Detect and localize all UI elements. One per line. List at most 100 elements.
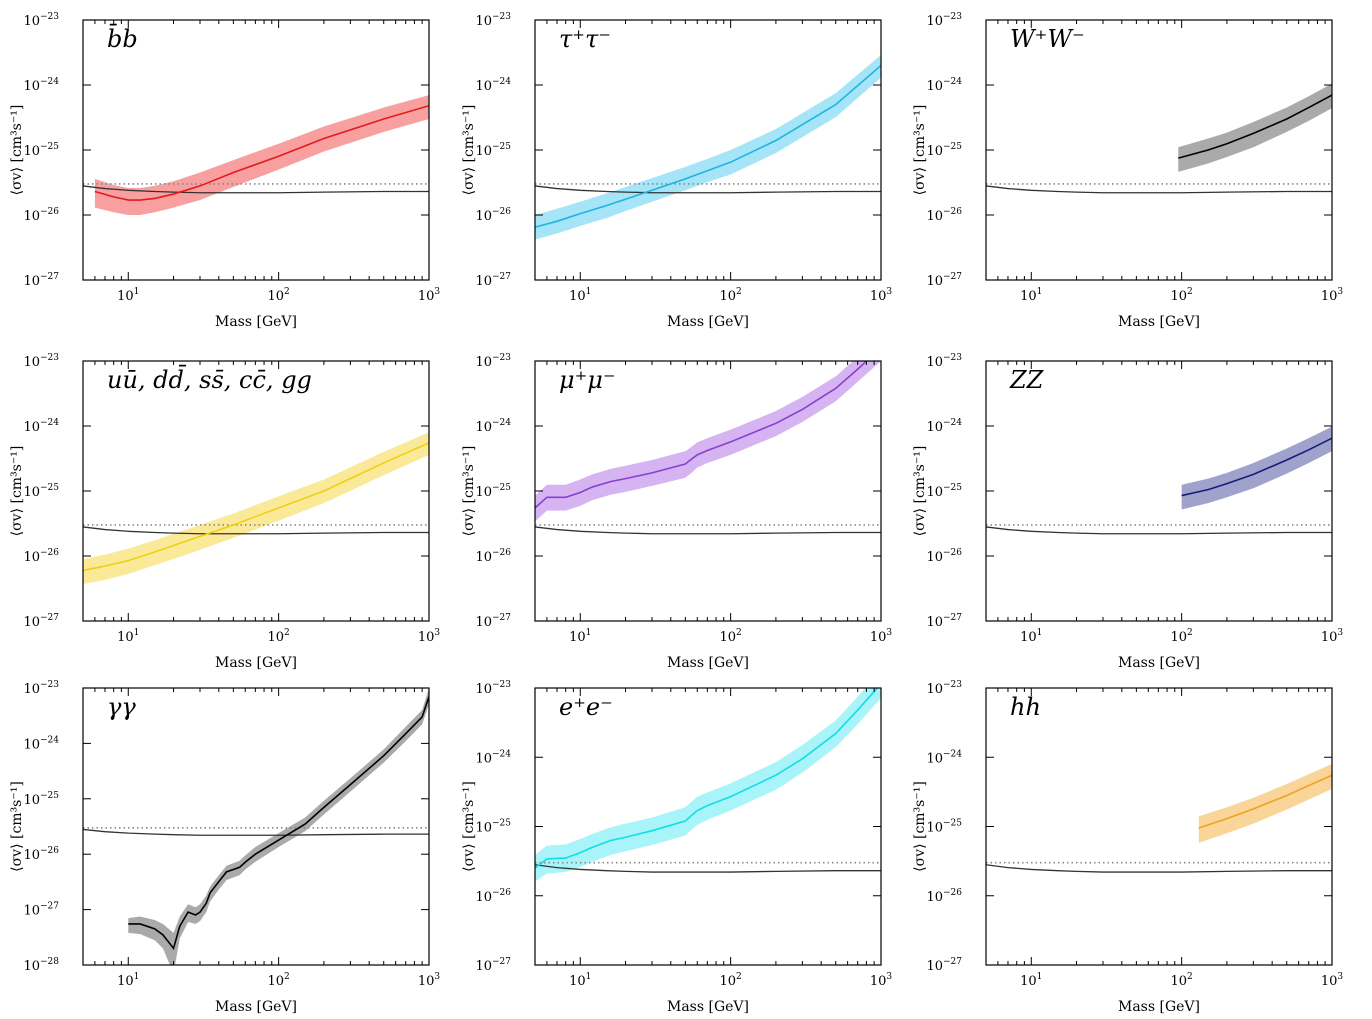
y-tick-label: 10−27 [23,902,59,919]
x-tick-label: 103 [870,628,893,645]
y-tick-label: 10−24 [926,749,962,766]
y-axis-label: ⟨σv⟩ [cm³s⁻¹] [912,446,928,537]
limit-line [535,688,879,869]
confidence-band [535,361,881,522]
plot-frame [985,687,1333,966]
y-tick-label: 10−26 [926,207,962,224]
x-tick-label: 101 [569,287,591,304]
x-axis-label: Mass [GeV] [667,999,749,1015]
y-tick-label: 10−25 [475,819,511,836]
x-tick-label: 102 [719,287,741,304]
x-tick-label: 103 [1321,287,1344,304]
y-axis-label: ⟨σv⟩ [cm³s⁻¹] [912,105,928,196]
y-axis-label: ⟨σv⟩ [cm³s⁻¹] [461,105,477,196]
panel-6: 101 102 103 10−27 10−26 10−25 10−24 10−23 Mass [… [912,353,1343,671]
x-tick-label: 101 [117,628,139,645]
plot-area [535,361,881,535]
plot-frame [534,19,882,281]
x-tick-label: 101 [1020,628,1042,645]
y-tick-label: 10−25 [475,142,511,159]
plot-frame [82,360,430,622]
y-tick-label: 10−23 [475,12,511,29]
y-tick-label: 10−27 [926,613,962,630]
plot-frame [985,19,1333,281]
y-tick-label: 10−24 [926,77,962,94]
y-axis-label: ⟨σv⟩ [cm³s⁻¹] [9,105,25,196]
limit-line [1178,94,1332,159]
x-tick-label: 102 [1170,628,1192,645]
y-tick-label: 10−27 [475,613,511,630]
x-axis-label: Mass [GeV] [667,314,749,330]
thermal-line [986,864,1332,873]
y-tick-label: 10−27 [475,957,511,974]
y-tick-label: 10−25 [926,483,962,500]
y-tick-label: 10−25 [926,142,962,159]
y-tick-label: 10−25 [23,483,59,500]
confidence-band [94,95,429,215]
plot-area [83,95,429,215]
plot-area [535,54,881,240]
y-tick-label: 10−25 [475,483,511,500]
x-tick-label: 101 [1020,287,1042,304]
x-tick-label: 102 [1170,972,1192,989]
x-axis-label: Mass [GeV] [1118,655,1200,671]
y-axis-label: ⟨σv⟩ [cm³s⁻¹] [9,446,25,537]
y-tick-label: 10−26 [23,548,59,565]
y-tick-label: 10−26 [926,548,962,565]
panel-4: 101 102 103 10−27 10−26 10−25 10−24 10−23 Mass [… [9,353,440,671]
y-axis-label: ⟨σv⟩ [cm³s⁻¹] [912,781,928,872]
y-tick-label: 10−27 [475,272,511,289]
x-tick-label: 103 [418,287,441,304]
thermal-line [83,185,429,194]
y-tick-label: 10−23 [475,680,511,697]
confidence-band [83,432,429,585]
y-tick-label: 10−23 [23,353,59,370]
thermal-line [535,185,881,194]
confidence-band [128,688,429,965]
y-tick-label: 10−23 [23,12,59,29]
thermal-line [535,864,881,873]
channel-label: uū, dd̄, ss̄, cc̄, gg [107,365,312,394]
plot-area [535,688,881,882]
y-tick-label: 10−23 [926,680,962,697]
x-tick-label: 103 [870,972,893,989]
channel-label: μ⁺μ⁻ [559,366,616,394]
thermal-line [83,828,429,836]
plot-frame [82,19,430,281]
plot-area [986,83,1332,194]
limit-line [535,64,881,228]
y-tick-label: 10−26 [475,548,511,565]
x-axis-label: Mass [GeV] [215,314,297,330]
channel-label: W⁺W⁻ [1010,25,1085,53]
plot-area [986,763,1332,873]
x-axis-label: Mass [GeV] [215,655,297,671]
x-tick-label: 102 [267,972,289,989]
x-tick-label: 103 [1321,628,1344,645]
y-tick-label: 10−28 [23,957,59,974]
x-tick-label: 103 [1321,972,1344,989]
confidence-band [1178,83,1332,172]
confidence-band [535,688,881,882]
x-tick-label: 101 [569,972,591,989]
limit-line [83,442,429,572]
y-tick-label: 10−26 [23,846,59,863]
x-tick-label: 102 [719,628,741,645]
thermal-line [986,185,1332,194]
channel-label: γγ [107,693,136,721]
y-tick-label: 10−27 [23,613,59,630]
channel-label: b̄b [107,24,138,53]
y-tick-label: 10−25 [23,791,59,808]
panel-5: 101 102 103 10−27 10−26 10−25 10−24 10−23 Mass [… [461,353,893,671]
x-axis-label: Mass [GeV] [215,999,297,1015]
y-tick-label: 10−24 [475,749,511,766]
channel-label: ZZ [1009,366,1045,394]
limit-line [1198,774,1332,829]
plot-frame [82,687,430,966]
y-tick-label: 10−23 [475,353,511,370]
confidence-band [1181,426,1332,510]
y-tick-label: 10−27 [926,272,962,289]
panel-9: 101 102 103 10−27 10−26 10−25 10−24 10−23 Mass [… [912,680,1343,1015]
x-tick-label: 103 [418,628,441,645]
panel-8: 101 102 103 10−27 10−26 10−25 10−24 10−23 Mass [… [461,680,893,1015]
y-tick-label: 10−25 [926,819,962,836]
